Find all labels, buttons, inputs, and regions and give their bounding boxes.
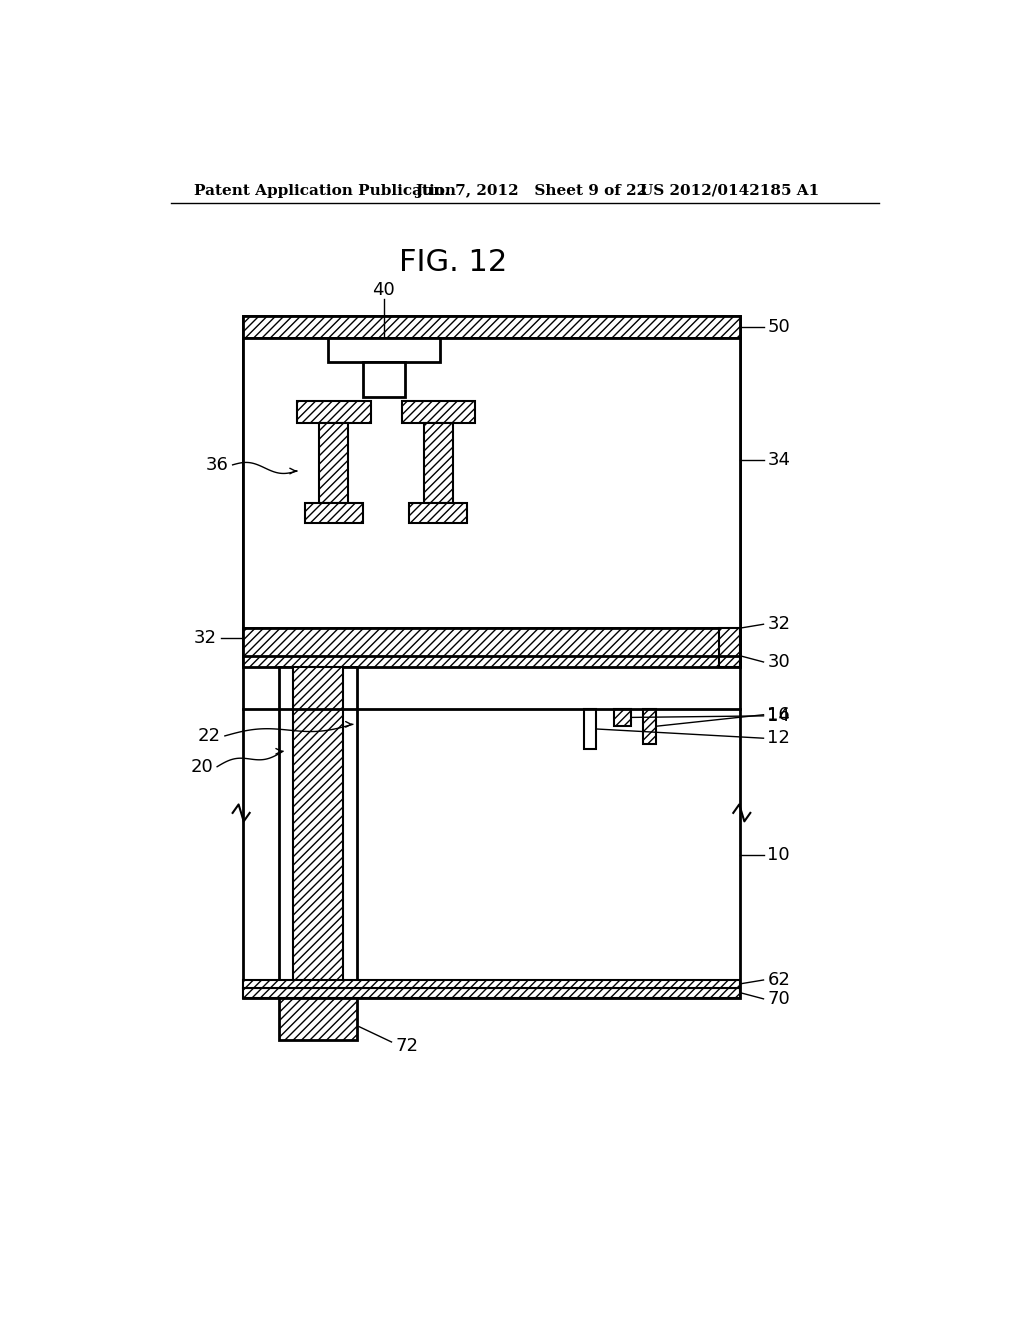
Text: FIG. 12: FIG. 12 [399, 248, 508, 277]
Bar [280, 667, 356, 982]
Text: 10: 10 [767, 846, 790, 865]
Bar [410, 503, 467, 523]
Text: 72: 72 [395, 1036, 419, 1055]
Bar [401, 401, 475, 422]
Bar [584, 709, 596, 748]
Bar [319, 422, 348, 503]
Bar [305, 503, 362, 523]
Bar [328, 338, 440, 363]
Text: 16: 16 [767, 706, 791, 723]
Text: 32: 32 [767, 615, 791, 634]
Text: 62: 62 [767, 972, 791, 989]
Text: 40: 40 [373, 281, 395, 300]
Text: Jun. 7, 2012   Sheet 9 of 22: Jun. 7, 2012 Sheet 9 of 22 [415, 183, 647, 198]
Text: 34: 34 [767, 451, 791, 469]
Text: 36: 36 [206, 455, 228, 474]
Text: 12: 12 [767, 729, 791, 747]
Text: 20: 20 [190, 758, 213, 776]
Bar [243, 317, 740, 998]
Bar [424, 422, 453, 503]
Bar [643, 709, 655, 743]
Text: 22: 22 [198, 727, 221, 744]
Bar [719, 628, 740, 667]
Text: US 2012/0142185 A1: US 2012/0142185 A1 [640, 183, 819, 198]
Bar [243, 317, 740, 338]
Text: 32: 32 [195, 628, 217, 647]
Bar [614, 709, 631, 726]
Text: Patent Application Publication: Patent Application Publication [194, 183, 456, 198]
Text: 70: 70 [767, 990, 791, 1008]
Text: 30: 30 [767, 653, 791, 671]
Bar [297, 401, 371, 422]
Bar [243, 628, 740, 667]
Bar [280, 998, 356, 1040]
Bar [293, 667, 343, 982]
Bar [362, 363, 406, 397]
Text: 50: 50 [767, 318, 791, 337]
Bar [243, 987, 740, 998]
Bar [243, 979, 740, 987]
Text: 14: 14 [767, 708, 791, 725]
Bar [243, 338, 740, 628]
